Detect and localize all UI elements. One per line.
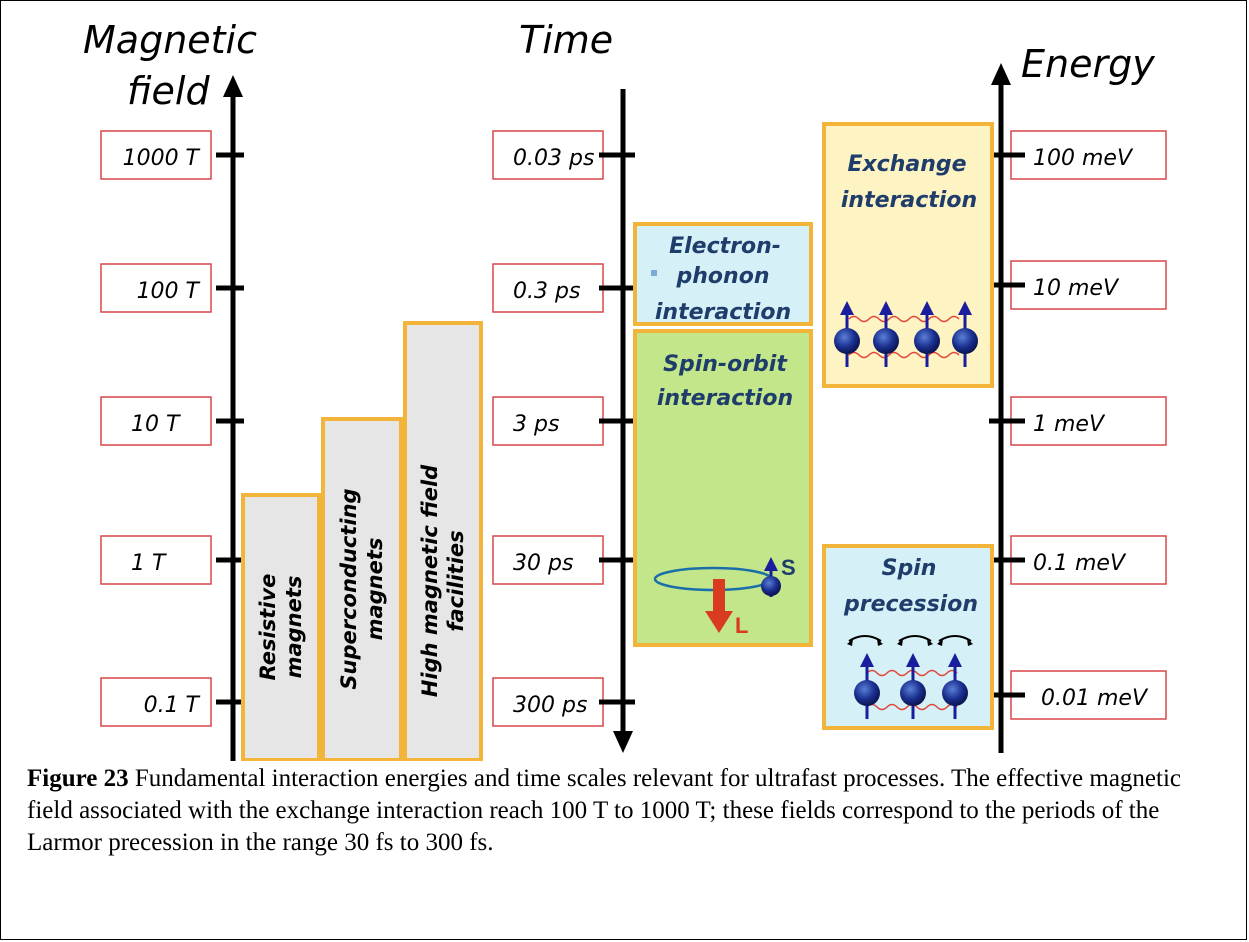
field-tick-1t: 1 T <box>100 535 244 585</box>
superconducting-magnets-bar: Superconducting magnets <box>321 417 403 761</box>
spin-orbit-box: Spin-orbit interaction L S <box>633 329 813 647</box>
time-axis-title: Time <box>519 18 613 62</box>
exchange-label-line1: Exchange <box>847 152 966 177</box>
high-field-facilities-bar: High magnetic field facilities <box>403 321 483 761</box>
interaction-scales-diagram: Magnetic field Time Energy 1000 T 100 T … <box>83 18 1167 761</box>
energy-tick-label: 10 meV <box>1033 276 1120 301</box>
field-tick-label: 0.1 T <box>144 693 201 718</box>
high-field-facilities-label-line1: High magnetic field <box>418 464 442 697</box>
field-tick-label: 1 T <box>131 551 167 576</box>
field-tick-100t: 100 T <box>100 263 244 313</box>
energy-tick-label: 1 meV <box>1033 412 1106 437</box>
field-tick-0-1t: 0.1 T <box>100 677 244 727</box>
time-tick-0-03ps: 0.03 ps <box>492 130 635 180</box>
time-axis <box>613 89 633 753</box>
electron-phonon-label-line1: Electron- <box>669 234 781 259</box>
exchange-label-line2: interaction <box>841 188 977 213</box>
exchange-box: Exchange interaction <box>822 122 994 388</box>
high-field-facilities-label-line2: facilities <box>444 530 468 631</box>
figure-caption-label: Figure 23 <box>27 765 129 792</box>
field-tick-10t: 10 T <box>100 396 244 446</box>
energy-tick-10mev: 10 meV <box>989 260 1167 310</box>
time-tick-label: 30 ps <box>513 551 573 576</box>
time-tick-label: 300 ps <box>513 693 587 718</box>
exchange-spin-chain-icon <box>834 301 978 367</box>
field-axis-title-line2: field <box>127 69 210 113</box>
time-tick-label: 3 ps <box>513 412 559 437</box>
superconducting-magnets-label-line2: magnets <box>363 538 387 641</box>
figure-caption: Figure 23 Fundamental interaction energi… <box>27 763 1227 859</box>
field-tick-label: 1000 T <box>123 146 201 171</box>
energy-axis-title: Energy <box>1021 42 1155 86</box>
field-axis-title-line1: Magnetic <box>83 18 257 62</box>
superconducting-magnets-label-line1: Superconducting <box>337 488 361 689</box>
figure-caption-text: Fundamental interaction energies and tim… <box>27 765 1181 856</box>
energy-tick-0-1mev: 0.1 meV <box>989 535 1167 585</box>
field-tick-label: 100 T <box>137 279 201 304</box>
resistive-magnets-bar: Resistive magnets <box>241 493 321 761</box>
time-tick-label: 0.3 ps <box>513 279 580 304</box>
time-tick-0-3ps: 0.3 ps <box>492 263 635 313</box>
field-axis <box>223 75 243 761</box>
orbital-moment-label: L <box>735 613 748 638</box>
energy-axis <box>991 63 1011 753</box>
resistive-magnets-label-line1: Resistive <box>256 574 280 681</box>
spin-precession-box: Spin precession <box>822 544 994 730</box>
spin-orbit-label-line2: interaction <box>657 386 793 411</box>
orbital-moment-arrow <box>705 579 733 633</box>
energy-tick-0-01mev: 0.01 meV <box>989 670 1167 720</box>
energy-tick-label: 0.1 meV <box>1033 551 1127 576</box>
energy-tick-1mev: 1 meV <box>989 396 1167 446</box>
field-tick-1000t: 1000 T <box>100 130 244 180</box>
energy-tick-label: 100 meV <box>1033 146 1134 171</box>
time-tick-300ps: 300 ps <box>492 677 635 727</box>
electron-phonon-box: Electron- phonon interaction <box>633 222 813 326</box>
field-tick-label: 10 T <box>131 412 181 437</box>
spin-precession-label-line2: precession <box>843 592 978 617</box>
time-tick-3ps: 3 ps <box>492 396 635 446</box>
energy-tick-100mev: 100 meV <box>989 130 1167 180</box>
energy-tick-label: 0.01 meV <box>1041 686 1149 711</box>
spin-moment-label: S <box>781 555 796 580</box>
electron-phonon-label-line3: interaction <box>655 300 791 325</box>
electron-spin-icon <box>761 557 781 597</box>
spin-precession-label-line1: Spin <box>882 556 937 581</box>
time-tick-30ps: 30 ps <box>492 535 635 585</box>
spin-orbit-label-line1: Spin-orbit <box>663 352 788 377</box>
precession-spin-chain-icon <box>847 635 973 719</box>
time-tick-label: 0.03 ps <box>513 146 594 171</box>
electron-phonon-label-line2: phonon <box>676 264 770 289</box>
resistive-magnets-label-line2: magnets <box>282 576 306 679</box>
